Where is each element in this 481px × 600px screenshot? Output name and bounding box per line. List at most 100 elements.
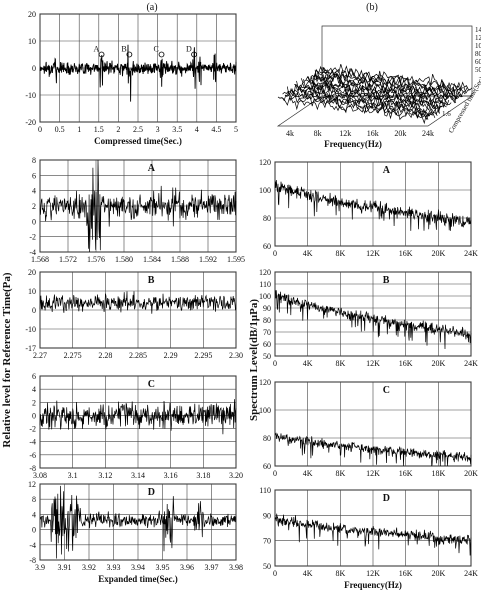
panel-title: C xyxy=(383,385,390,396)
y-tick-label: 4 xyxy=(32,187,36,196)
x-tick-label: 18K xyxy=(431,469,445,478)
x-tick-label: 2.29 xyxy=(164,351,178,360)
y-tick-label: 6 xyxy=(32,171,36,180)
x-tick-label: 16k xyxy=(367,129,379,138)
x-tick-label: 20K xyxy=(431,359,445,368)
panel-a-label: (a) xyxy=(146,2,157,13)
x-tick-label: 0 xyxy=(273,249,277,258)
chart-right-C: 0 4K 8K 12K 16K 18K 20K 120 100 80 60 C xyxy=(259,378,478,478)
x-axis-label: Compressed time(Sec.) xyxy=(94,136,182,146)
y-tick-label: -4 xyxy=(29,438,36,447)
z-tick-label: 50 xyxy=(475,66,481,74)
waterfall-trace xyxy=(300,78,452,109)
series-line xyxy=(39,485,237,559)
z-tick-label: 100 xyxy=(475,42,481,50)
y-tick-label: 60 xyxy=(263,462,271,471)
x-tick-label: 3.14 xyxy=(131,471,145,480)
y-tick-label: -10 xyxy=(25,325,36,334)
x-tick-label: 3.95 xyxy=(156,563,170,572)
y-tick-label: 6 xyxy=(32,372,36,381)
y-tick-label: 12 xyxy=(28,480,36,489)
y-tick-label: 10 xyxy=(28,287,36,296)
x-tick-label: 24K xyxy=(464,359,478,368)
x-tick-label: 8K xyxy=(335,469,345,478)
chart-a: 0 0.5 1 1.5 2 2.5 3 3.5 4 4.5 5 20 10 0 -10 -20 Compress… xyxy=(25,2,238,146)
x-tick-label: 4k xyxy=(286,129,294,138)
chart-left-D: 3.9 3.91 3.92 3.93 3.94 3.95 3.96 3.97 3.98 12 8 4 0… xyxy=(28,480,243,584)
x-tick-label: 4.5 xyxy=(211,125,221,134)
x-tick-label: 3.96 xyxy=(180,563,194,572)
marker-C xyxy=(158,51,165,58)
x-tick-label: 16K xyxy=(399,359,413,368)
x-tick-label: 2.285 xyxy=(129,351,147,360)
x-tick-label: 4K xyxy=(303,469,313,478)
panel-title: D xyxy=(383,493,390,504)
y-tick-label: 4 xyxy=(32,510,36,519)
series-line xyxy=(39,159,237,253)
x-tick-label: 8K xyxy=(335,249,345,258)
y-tick-label: 2 xyxy=(32,398,36,407)
x-axis-label: Expanded time(Sec.) xyxy=(98,574,178,584)
y-tick-label: 20 xyxy=(28,10,36,19)
x-tick-label: 2.28 xyxy=(98,351,112,360)
x-tick-label: 1.576 xyxy=(87,255,105,264)
y-tick-label: 0 xyxy=(32,217,36,226)
x-tick-label: 3.9 xyxy=(35,563,45,572)
y-tick-label: 100 xyxy=(259,406,271,415)
x-tick-label: 12K xyxy=(366,359,380,368)
marker-B xyxy=(126,51,133,58)
x-tick-label: 2.27 xyxy=(33,351,47,360)
chart-left-A: 1.568 1.572 1.576 1.580 1.584 1.588 1.592 1.595… xyxy=(29,156,245,264)
x-tick-label: 2.275 xyxy=(64,351,82,360)
spectrum-line xyxy=(274,513,472,556)
marker-label: A xyxy=(94,45,100,54)
x-tick-label: 3.94 xyxy=(131,563,145,572)
x-tick-label: 20K xyxy=(431,569,445,578)
y-tick-label: 120 xyxy=(259,158,271,167)
chart-left-C: 3.08 3.1 3.12 3.14 3.16 3.18 3.20 6 4 2 0 -2 -4 -6 -8 C xyxy=(29,372,243,480)
panel-title: B xyxy=(383,275,390,286)
panel-title: A xyxy=(148,163,156,174)
y-tick-label: 110 xyxy=(259,280,271,289)
x-tick-label: 12K xyxy=(366,469,380,478)
waterfall-trace xyxy=(280,92,431,121)
y-tick-label: 120 xyxy=(259,268,271,277)
x-axis-label: Frequency(Hz) xyxy=(324,139,382,149)
z-tick-label: 140 xyxy=(475,26,481,34)
waterfall-trace xyxy=(284,89,436,119)
y-tick-label: -6 xyxy=(29,451,36,460)
x-tick-label: 1.572 xyxy=(59,255,77,264)
panel-title: B xyxy=(148,275,155,286)
x-tick-label: 2 xyxy=(116,125,120,134)
x-tick-label: 1.580 xyxy=(115,255,133,264)
x-tick-label: 0 xyxy=(273,569,277,578)
x-tick-label: 20K xyxy=(431,249,445,258)
x-tick-label: 3.98 xyxy=(229,563,243,572)
series-line xyxy=(39,44,237,102)
y-tick-label: 50 xyxy=(263,352,271,361)
y-tick-label: 3.7 xyxy=(452,88,461,96)
x-tick-label: 3 xyxy=(156,125,160,134)
y-tick-label: 120 xyxy=(259,378,271,387)
y-tick-label: 70 xyxy=(263,328,271,337)
y-tick-label: 110 xyxy=(259,486,271,495)
x-tick-label: 3.12 xyxy=(98,471,112,480)
waterfall-trace xyxy=(307,74,459,104)
chart-right-A: 0 4K 8K 12K 16K 20K 24K 120 100 80 60 A xyxy=(259,158,478,258)
marker-A xyxy=(98,51,105,58)
waterfall-trace xyxy=(317,69,468,97)
x-tick-label: 4K xyxy=(303,249,313,258)
x-tick-label: 24K xyxy=(464,249,478,258)
x-tick-label: 12k xyxy=(339,129,351,138)
x-axis-label: Frequency(Hz) xyxy=(344,580,402,590)
x-tick-label: 3.18 xyxy=(196,471,210,480)
y-tick-label: 0 xyxy=(32,411,36,420)
waterfall-trace xyxy=(314,65,466,100)
y-tick-label: 60 xyxy=(263,242,271,251)
marker-D xyxy=(191,51,197,58)
x-tick-label: 1.568 xyxy=(31,255,49,264)
waterfall-trace xyxy=(277,96,429,125)
panel-title: C xyxy=(148,379,155,390)
y-tick-label: 80 xyxy=(263,214,271,223)
spectrum-line xyxy=(274,432,472,467)
